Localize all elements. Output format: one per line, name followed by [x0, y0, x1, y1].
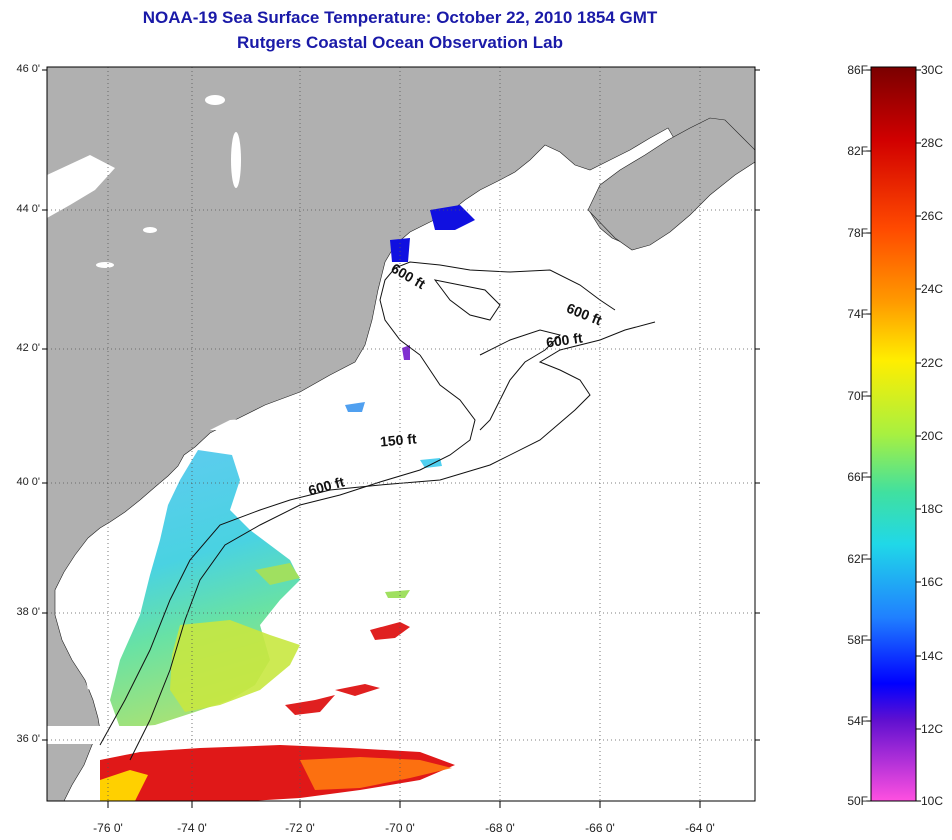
colorbar-f-label: 78F: [847, 226, 868, 240]
lon-label-64: -64 0': [685, 821, 715, 835]
sst-data-patches: [255, 205, 475, 715]
colorbar-c-label: 24C: [921, 282, 944, 296]
colorbar-f-label: 58F: [847, 633, 868, 647]
colorbar-c-label: 14C: [921, 649, 944, 663]
lat-label-38: 38 0': [16, 606, 40, 618]
colorbar-c-label: 20C: [921, 429, 944, 443]
lat-label-42: 42 0': [16, 342, 40, 354]
lat-label-44: 44 0': [16, 203, 40, 215]
lon-label-70: -70 0': [385, 821, 415, 835]
lat-label-46: 46 0': [16, 63, 40, 75]
lon-label-66: -66 0': [585, 821, 615, 835]
colorbar-ticks: [866, 69, 921, 802]
map-title: NOAA-19 Sea Surface Temperature: October…: [142, 8, 658, 27]
colorbar-f-label: 70F: [847, 389, 868, 403]
colorbar-c-label: 10C: [921, 794, 944, 808]
lat-label-40: 40 0': [16, 476, 40, 488]
map-subtitle: Rutgers Coastal Ocean Observation Lab: [237, 33, 563, 52]
map-frame: [46, 66, 756, 802]
colorbar-c-label: 30C: [921, 63, 944, 77]
no-data-swath: [47, 726, 755, 744]
colorbar-c-label: 16C: [921, 575, 944, 589]
colorbar-c-label: 12C: [921, 722, 944, 736]
lon-label-72: -72 0': [285, 821, 315, 835]
lon-label-74: -74 0': [177, 821, 207, 835]
colorbar-f-label: 86F: [847, 63, 868, 77]
sst-data-orange-band: [300, 757, 452, 790]
lat-label-36: 36 0': [16, 733, 40, 745]
colorbar-f-label: 50F: [847, 794, 868, 808]
lon-label-76: -76 0': [93, 821, 123, 835]
colorbar-c-label: 26C: [921, 209, 944, 223]
colorbar-f-label: 62F: [847, 552, 868, 566]
sst-data-yellow-corner: [100, 770, 148, 801]
colorbar-gradient: [870, 66, 917, 802]
bathymetry-contours: [99, 261, 656, 761]
axis-ticks: [42, 69, 760, 808]
land-nova-scotia: [587, 117, 755, 251]
colorbar-f-label: 82F: [847, 144, 868, 158]
lon-label-68: -68 0': [485, 821, 515, 835]
contour-label: 150 ft: [379, 430, 418, 450]
colorbar-f-label: 66F: [847, 470, 868, 484]
colorbar-c-label: 18C: [921, 502, 944, 516]
colorbar-f-label: 54F: [847, 714, 868, 728]
sst-data-yellow-green: [170, 620, 300, 712]
colorbar-f-label: 74F: [847, 307, 868, 321]
colorbar-c-label: 28C: [921, 136, 944, 150]
colorbar-c-label: 22C: [921, 356, 944, 370]
